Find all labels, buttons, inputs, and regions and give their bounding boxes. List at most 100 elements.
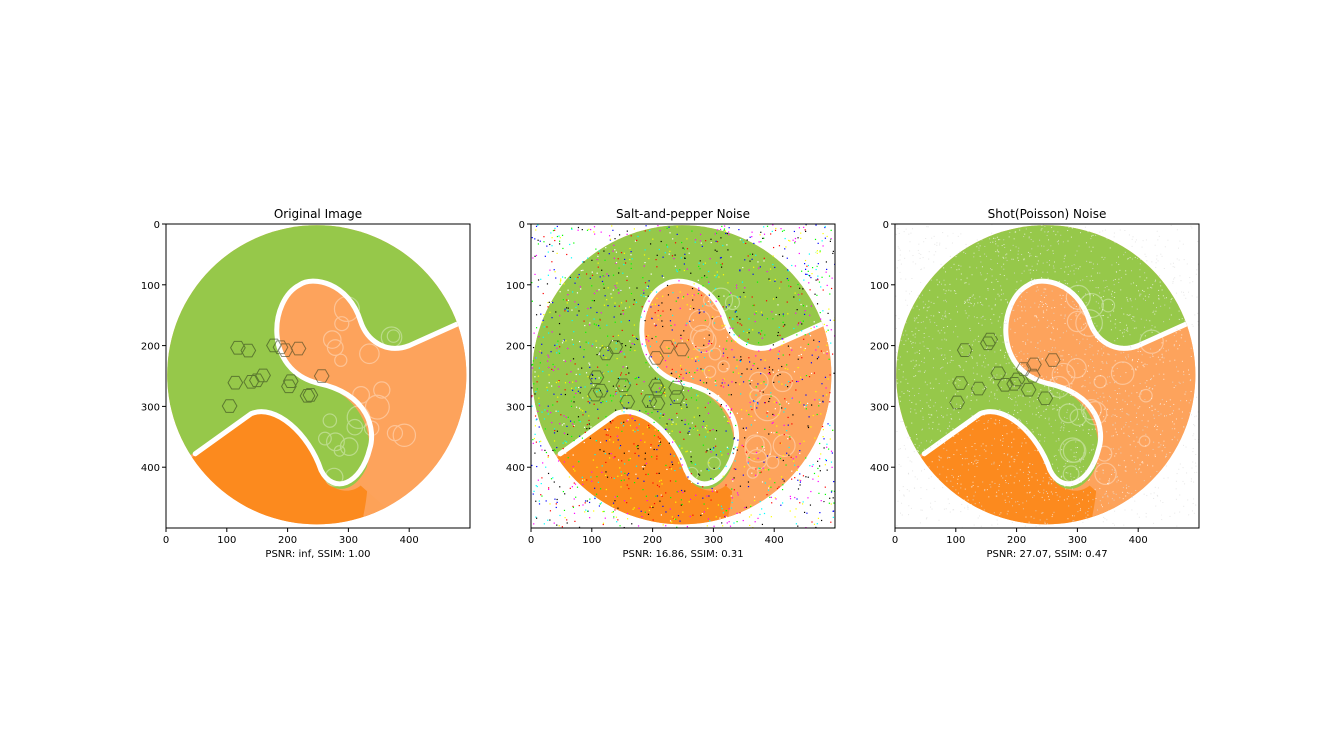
hex-mark: [659, 340, 676, 354]
scale-mark: [707, 456, 721, 470]
panel-title: Salt-and-pepper Noise: [616, 207, 750, 221]
scale-mark: [333, 445, 346, 457]
y-tick-label: 400: [506, 463, 525, 474]
x-tick-label: 0: [528, 535, 534, 546]
y-tick-label: 200: [506, 342, 525, 353]
x-tick-label: 0: [163, 535, 169, 546]
hex-mark: [668, 380, 684, 395]
scale-mark: [1139, 388, 1153, 403]
scale-mark: [392, 423, 417, 447]
dark-texture: [221, 338, 330, 413]
hex-mark: [302, 388, 319, 402]
hex-mark: [970, 381, 987, 396]
hex-mark: [240, 343, 257, 358]
y-tick-label: 200: [870, 342, 889, 353]
logo-outline: [192, 278, 460, 487]
green-lobe: [167, 354, 370, 489]
scale-mark: [1058, 403, 1079, 424]
scale-mark: [324, 467, 344, 487]
green-lobe: [896, 354, 1099, 489]
scale-mark: [334, 316, 350, 332]
hex-mark: [272, 340, 289, 355]
scale-mark: [1047, 375, 1071, 399]
panel-2: Salt-and-pepper Noise 0 100 200 300 400 0 100 20…: [506, 207, 836, 560]
x-tick-label: 200: [278, 535, 297, 546]
scale-mark: [1094, 462, 1117, 485]
logo-disc: [896, 225, 1196, 525]
scale-mark: [325, 432, 345, 452]
logo-outline: [557, 278, 825, 487]
hex-mark: [277, 343, 294, 357]
hex-mark: [282, 374, 299, 388]
axes-frame: [894, 223, 1200, 529]
salt-pepper-noise: [531, 224, 835, 528]
y-tick-label: 300: [870, 402, 889, 413]
orange-lobe: [282, 282, 467, 525]
hex-mark: [956, 343, 973, 357]
scale-mark: [380, 326, 403, 349]
green-region: [896, 225, 1196, 481]
y-tick-label: 300: [141, 402, 160, 413]
scale-mark: [708, 287, 734, 312]
scale-mark: [1059, 437, 1086, 464]
hex-mark: [313, 369, 330, 383]
scale-mark: [1075, 309, 1104, 337]
hex-mark: [997, 378, 1013, 392]
hex-mark: [619, 394, 636, 409]
y-tick-label: 100: [141, 281, 160, 292]
x-tick-label: 100: [946, 535, 965, 546]
scale-mark: [322, 413, 338, 428]
hex-mark: [1009, 372, 1026, 387]
y-tick-label: 400: [141, 463, 160, 474]
scale-mark: [749, 388, 762, 402]
scale-mark: [744, 435, 772, 463]
logo-disc: [167, 225, 467, 525]
hex-mark: [669, 390, 685, 404]
scale-mark: [1139, 329, 1164, 354]
hex-mark: [949, 395, 966, 410]
scale-mark: [386, 329, 401, 343]
hex-mark: [648, 351, 665, 365]
scale-mark: [1110, 361, 1135, 385]
y-tick-label: 0: [154, 220, 160, 231]
x-tick-label: 200: [1007, 535, 1026, 546]
hex-mark: [221, 399, 238, 413]
scale-mark: [1051, 362, 1076, 387]
image-area: [895, 224, 1199, 528]
hex-mark: [290, 341, 307, 356]
scale-mark: [1080, 399, 1102, 421]
hex-mark: [1015, 362, 1032, 376]
scale-mark: [744, 434, 765, 455]
x-tick-label: 0: [892, 535, 898, 546]
x-tick-label: 300: [1068, 535, 1087, 546]
logo-outline: [921, 278, 1189, 487]
hex-mark: [952, 376, 969, 390]
axes-frame: [165, 223, 471, 529]
green-region: [532, 225, 832, 481]
image-area: [531, 224, 835, 528]
hex-mark: [1006, 377, 1023, 391]
hex-mark: [587, 387, 604, 402]
x-tick-label: 300: [704, 535, 723, 546]
hex-mark: [607, 340, 624, 354]
scale-mark: [1101, 298, 1116, 313]
hex-mark: [266, 338, 282, 353]
hex-mark: [598, 346, 614, 361]
y-tick-label: 100: [506, 281, 525, 292]
texture: [317, 295, 417, 487]
hex-mark: [243, 375, 260, 389]
scale-mark: [711, 315, 727, 331]
scale-mark: [748, 371, 769, 392]
scale-mark: [1062, 439, 1087, 463]
x-tick-label: 300: [339, 535, 358, 546]
y-tick-label: 0: [883, 220, 889, 231]
y-tick-label: 0: [519, 220, 525, 231]
scale-mark: [373, 381, 391, 399]
panel-1: Original Image 0 100 200 300 400 0 100 200 300 400…: [141, 207, 471, 560]
scale-mark: [703, 365, 717, 379]
x-tick-label: 100: [217, 535, 236, 546]
logo-disc: [532, 225, 832, 525]
scale-mark: [717, 360, 730, 373]
scale-mark: [317, 431, 332, 446]
